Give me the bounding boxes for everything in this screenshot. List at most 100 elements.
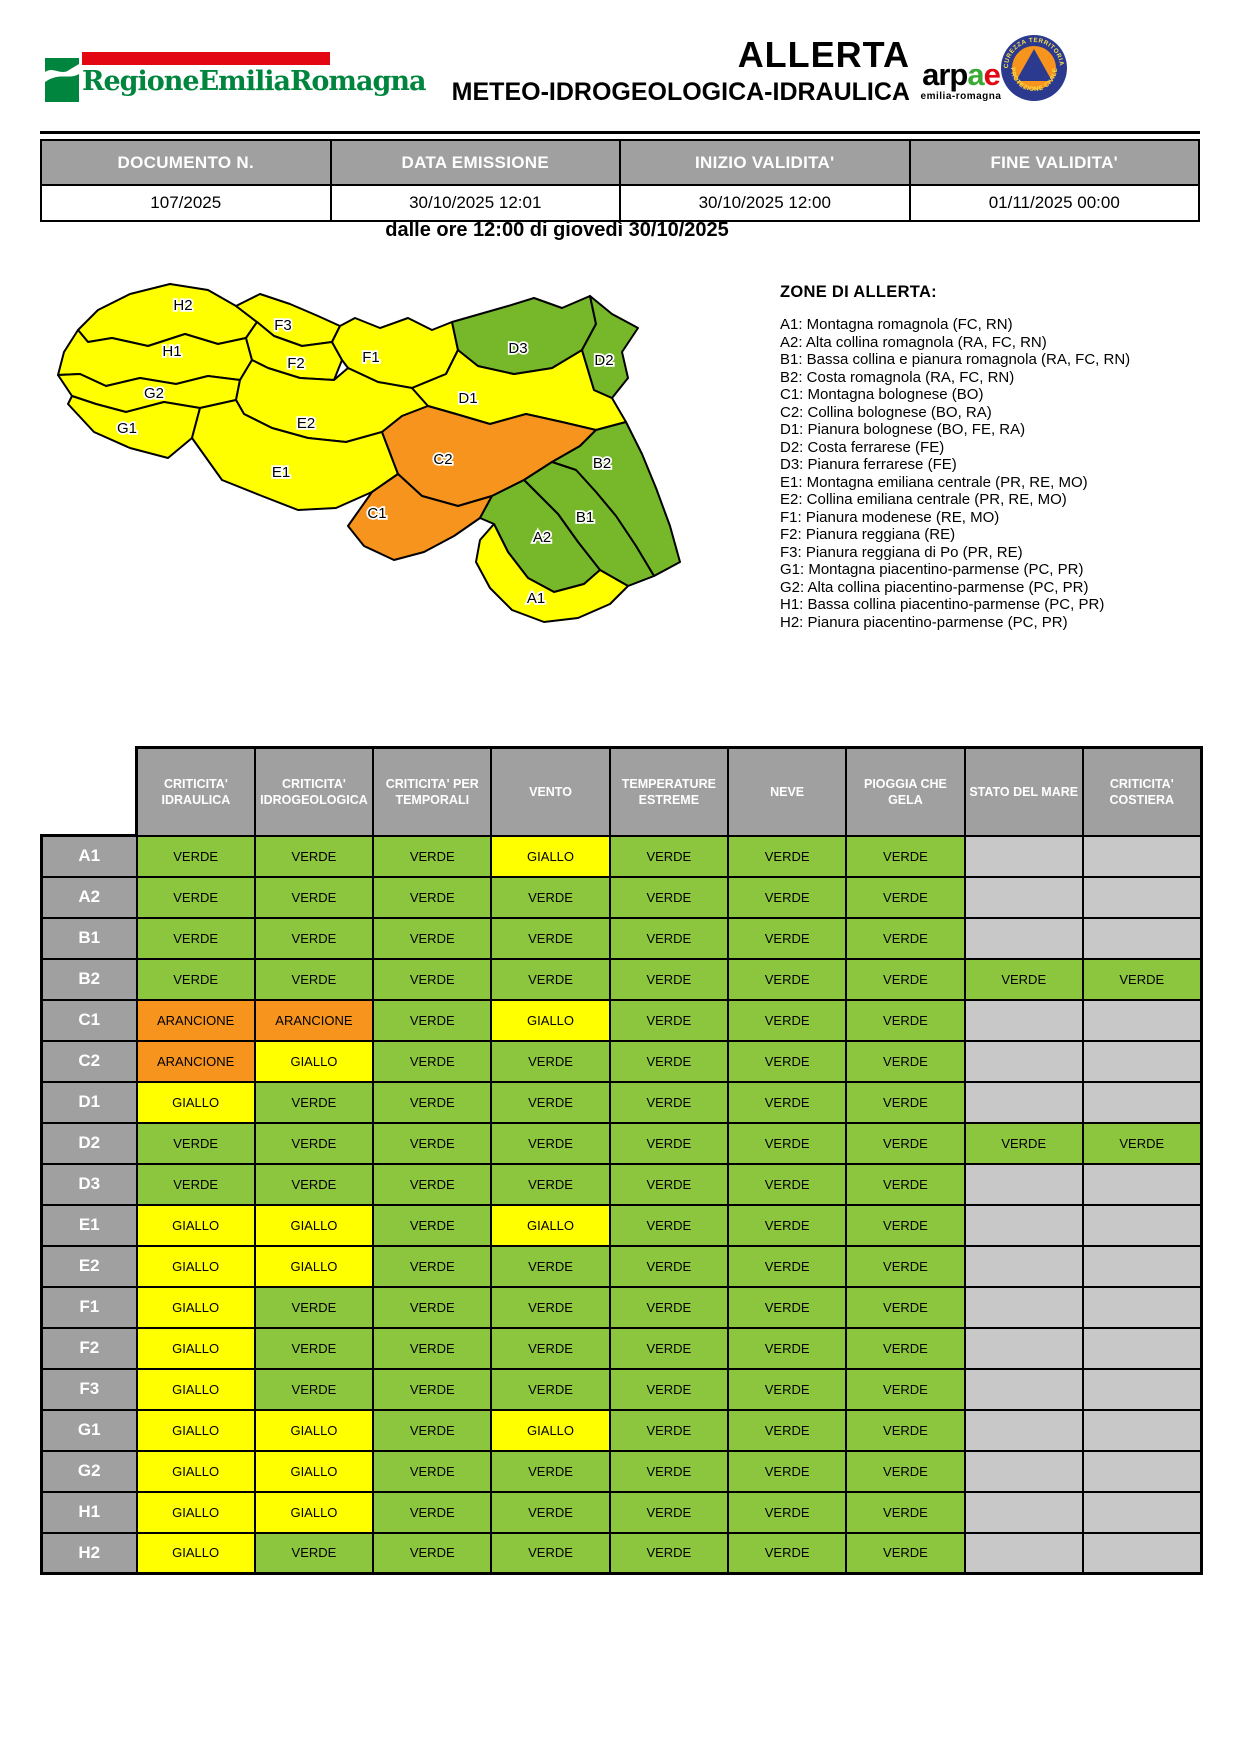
map-zone-D2	[581, 295, 639, 399]
alert-cell: VERDE	[845, 998, 966, 1042]
alert-cell	[1081, 1162, 1203, 1206]
arpae-subtitle: emilia-romagna	[920, 91, 1002, 102]
doc-header-cell: DATA EMISSIONE	[329, 139, 621, 186]
legend-item: D1: Pianura bolognese (BO, FE, RA)	[780, 421, 1026, 438]
alert-cell: ARANCIONE	[253, 998, 375, 1042]
alert-cell: VERDE	[490, 1244, 611, 1288]
region-logo-text: RegioneEmiliaRomagna	[82, 66, 426, 97]
alert-cell: VERDE	[253, 916, 375, 960]
alert-row-label: G1	[40, 1408, 138, 1452]
alert-cell: VERDE	[845, 875, 966, 919]
alert-cell: VERDE	[726, 1531, 848, 1575]
alert-cell: VERDE	[726, 1326, 848, 1370]
alert-cell: VERDE	[372, 1326, 493, 1370]
legend-item: B2: Costa romagnola (RA, FC, RN)	[780, 368, 1015, 386]
alert-cell: VERDE	[726, 1080, 848, 1124]
legend-item: F3: Pianura reggiana di Po (PR, RE)	[780, 543, 1023, 561]
map-zone-C1	[347, 473, 493, 561]
alert-row: C2 ARANCIONE GIALLO VERDE VERDE VERDE VERDE VER…	[40, 1039, 1203, 1083]
alert-cell: VERDE	[726, 998, 848, 1042]
doc-header-cell: INIZIO VALIDITA'	[619, 139, 911, 186]
map-zone-label-D2: D2	[594, 352, 613, 369]
alert-cell: VERDE	[372, 1244, 493, 1288]
alert-cell: GIALLO	[135, 1531, 256, 1575]
alert-cell: VERDE	[253, 1326, 375, 1370]
alert-cell	[1081, 916, 1203, 960]
legend-item: E1: Montagna emiliana centrale (PR, RE, …	[780, 473, 1088, 491]
alert-cell	[1081, 1408, 1203, 1452]
alert-column-header: CRITICITA' COSTIERA	[1081, 746, 1203, 837]
alert-row: G2 GIALLO GIALLO VERDE VERDE VERDE VERDE VERDE	[40, 1449, 1203, 1493]
alert-row-label: B2	[40, 957, 138, 1001]
protezione-civile-badge-icon: SICUREZZA TERRITORIALE PROTEZIONE CIVILE	[1000, 34, 1067, 101]
legend-item: G2: Alta collina piacentino-parmense (PC…	[780, 578, 1089, 596]
alert-cell: VERDE	[372, 1039, 493, 1083]
alert-cell: VERDE	[845, 1285, 966, 1329]
alert-cell: VERDE	[608, 1080, 729, 1124]
legend-item: A1: Montagna romagnola (FC, RN)	[780, 316, 1013, 333]
alert-cell: VERDE	[608, 998, 729, 1042]
alert-row: A1 VERDE VERDE VERDE GIALLO VERDE VERDE VERDE	[40, 834, 1203, 878]
legend-item: F2: Pianura reggiana (RE)	[780, 526, 956, 543]
alert-cell: GIALLO	[253, 1039, 375, 1083]
legend-title: ZONE DI ALLERTA:	[780, 283, 937, 301]
alert-cell: VERDE	[608, 1285, 729, 1329]
alert-column-header: NEVE	[726, 746, 848, 837]
alert-cell: VERDE	[608, 834, 729, 878]
zones-legend: ZONE DI ALLERTA: A1: Montagna romagnola …	[780, 283, 1220, 631]
alert-cell	[1081, 1203, 1203, 1247]
legend-item: B1: Bassa collina e pianura romagnola (R…	[780, 351, 1131, 368]
alert-cell	[963, 916, 1084, 960]
alert-cell: VERDE	[963, 957, 1084, 1001]
alert-row-label: E1	[40, 1203, 138, 1247]
alert-table-corner	[41, 747, 137, 836]
alert-row: B2 VERDE VERDE VERDE VERDE VERDE VERDE VERDE VER…	[40, 957, 1203, 1001]
alert-cell	[963, 1326, 1084, 1370]
alert-cell	[1081, 1285, 1203, 1329]
alert-row: D3 VERDE VERDE VERDE VERDE VERDE VERDE VERDE	[40, 1162, 1203, 1206]
alert-cell: GIALLO	[135, 1326, 256, 1370]
alert-cell: VERDE	[845, 1449, 966, 1493]
alert-cell: VERDE	[372, 1490, 493, 1534]
alert-cell	[1081, 1449, 1203, 1493]
alert-cell	[963, 1408, 1084, 1452]
alert-cell	[963, 1367, 1084, 1411]
alert-cell: VERDE	[726, 1203, 848, 1247]
alert-cell: VERDE	[726, 1408, 848, 1452]
alert-cell: VERDE	[253, 1080, 375, 1124]
alert-cell: VERDE	[372, 1408, 493, 1452]
alert-cell: VERDE	[608, 875, 729, 919]
alert-cell: VERDE	[608, 916, 729, 960]
alert-cell: VERDE	[1081, 957, 1203, 1001]
map-zone-label-B2: B2	[593, 455, 611, 472]
alert-cell: VERDE	[608, 1244, 729, 1288]
alert-cell	[1081, 998, 1203, 1042]
region-logo-red-bar	[82, 52, 330, 65]
region-emilia-romagna-logo: RegioneEmiliaRomagna	[45, 50, 426, 120]
alert-cell	[963, 1039, 1084, 1083]
alert-cell	[963, 1080, 1084, 1124]
alert-row: E2 GIALLO GIALLO VERDE VERDE VERDE VERDE VERDE	[40, 1244, 1203, 1288]
legend-item: D2: Costa ferrarese (FE)	[780, 438, 945, 456]
title-allerta: ALLERTA	[737, 34, 910, 75]
alert-cell: VERDE	[608, 1203, 729, 1247]
alert-cell: VERDE	[726, 1490, 848, 1534]
alert-cell	[1081, 875, 1203, 919]
alert-cell	[963, 1244, 1084, 1288]
alert-cell: VERDE	[372, 916, 493, 960]
alert-cell: GIALLO	[490, 1408, 611, 1452]
alert-cell: VERDE	[845, 1121, 966, 1165]
alert-cell: VERDE	[608, 1449, 729, 1493]
alert-row-label: D2	[40, 1121, 138, 1165]
alert-cell: VERDE	[845, 1162, 966, 1206]
alert-row: H2 GIALLO VERDE VERDE VERDE VERDE VERDE VERDE	[40, 1531, 1203, 1575]
alert-row: G1 GIALLO GIALLO VERDE GIALLO VERDE VERDE VERDE	[40, 1408, 1203, 1452]
alert-row: E1 GIALLO GIALLO VERDE GIALLO VERDE VERDE VERDE	[40, 1203, 1203, 1247]
alert-cell: VERDE	[726, 916, 848, 960]
alert-cell: VERDE	[490, 1162, 611, 1206]
alert-cell: VERDE	[372, 834, 493, 878]
alert-cell	[1081, 1080, 1203, 1124]
map-zone-label-A1: A1	[527, 590, 545, 607]
alert-row-label: D1	[40, 1080, 138, 1124]
alert-cell: GIALLO	[253, 1244, 375, 1288]
